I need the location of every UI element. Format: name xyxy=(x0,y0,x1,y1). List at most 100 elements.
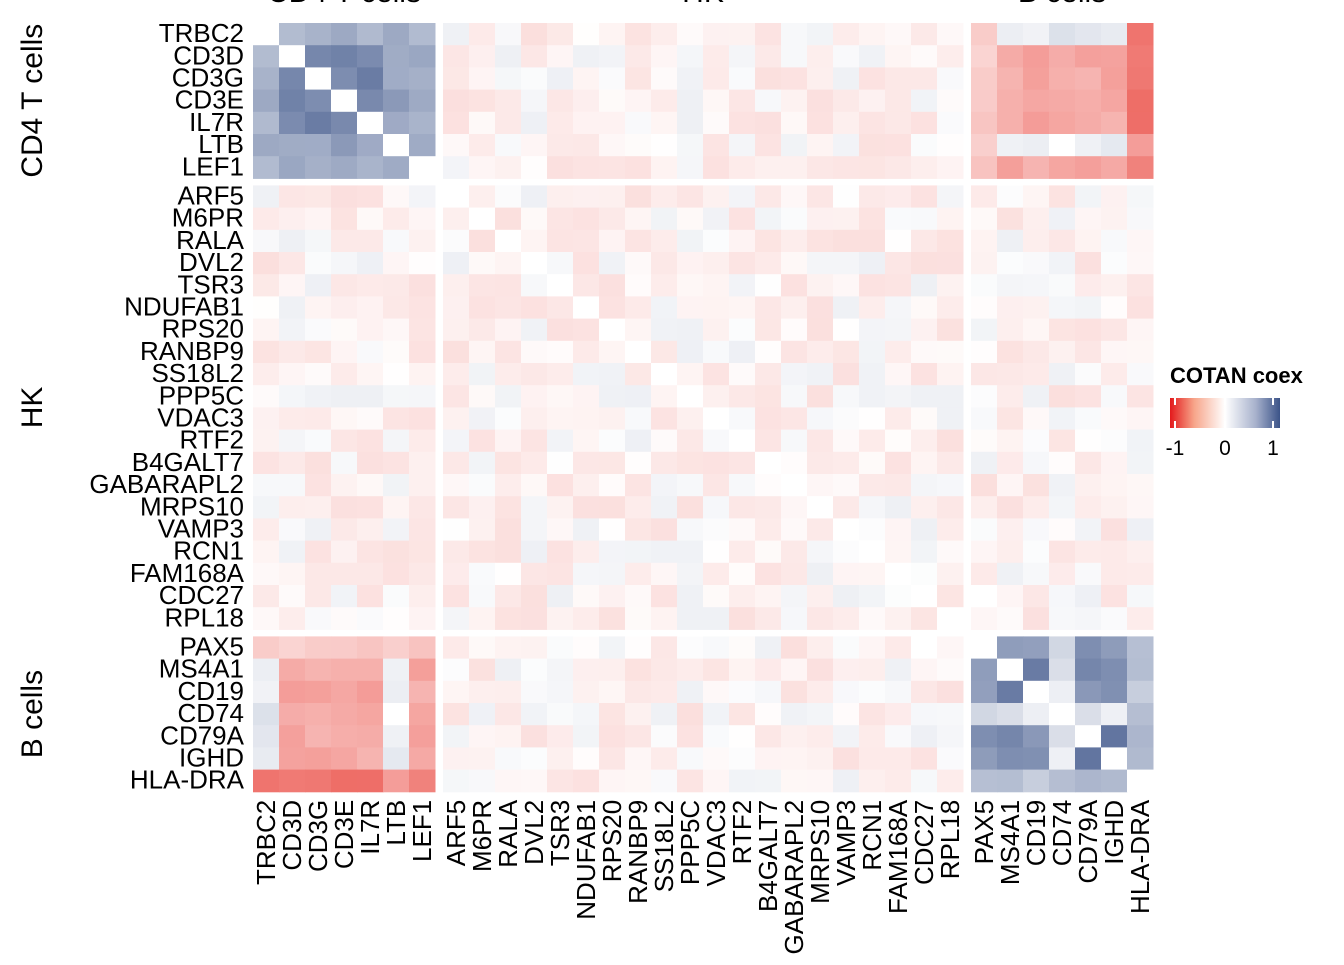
heatmap-cell xyxy=(1023,252,1050,275)
col-label: GABARAPL2 xyxy=(779,800,809,955)
heatmap-cells xyxy=(253,23,1154,793)
heatmap-cell xyxy=(357,769,384,793)
heatmap-cell xyxy=(1049,680,1076,704)
heatmap-cell xyxy=(729,474,756,497)
heatmap-cell xyxy=(521,496,548,519)
heatmap-cell xyxy=(1127,89,1154,113)
heatmap-cell xyxy=(469,658,496,682)
heatmap-cell xyxy=(305,518,332,542)
heatmap-cell xyxy=(331,252,358,275)
heatmap-cell xyxy=(755,585,782,608)
heatmap-cell xyxy=(1075,45,1102,68)
heatmap-cell xyxy=(383,45,410,68)
heatmap-cell xyxy=(357,747,384,771)
heatmap-cell xyxy=(859,585,886,608)
heatmap-cell xyxy=(971,585,998,608)
heatmap-cell xyxy=(885,658,912,682)
heatmap-cell xyxy=(599,185,626,209)
col-label: M6PR xyxy=(467,800,497,872)
heatmap-cell xyxy=(305,318,332,342)
heatmap-cell xyxy=(807,185,834,209)
heatmap-cell xyxy=(357,340,384,364)
heatmap-cell xyxy=(651,207,678,231)
heatmap-cell xyxy=(305,680,332,704)
heatmap-cell xyxy=(859,67,886,91)
heatmap-cell xyxy=(1049,296,1076,320)
heatmap-cell xyxy=(409,274,436,297)
heatmap-cell xyxy=(443,747,470,771)
col-label: ARF5 xyxy=(441,800,471,866)
heatmap-cell xyxy=(651,747,678,771)
legend-title: COTAN coex xyxy=(1170,363,1304,388)
heatmap-cell xyxy=(755,296,782,320)
heatmap-cell xyxy=(971,703,998,726)
heatmap-cell xyxy=(495,747,522,771)
heatmap-cell xyxy=(443,496,470,519)
heatmap-cell xyxy=(331,207,358,231)
heatmap-cell xyxy=(937,496,964,519)
heatmap-cell xyxy=(1023,23,1050,46)
row-label: TSR3 xyxy=(178,269,244,299)
heatmap-cell xyxy=(253,607,280,630)
heatmap-cell xyxy=(253,496,280,519)
heatmap-cell xyxy=(305,45,332,68)
heatmap-cell xyxy=(677,229,704,253)
col-label: PPP5C xyxy=(675,800,705,885)
heatmap-cell xyxy=(383,496,410,519)
heatmap-cell xyxy=(1023,562,1050,586)
heatmap-cell xyxy=(859,45,886,68)
heatmap-cell xyxy=(357,45,384,68)
heatmap-cell xyxy=(469,562,496,586)
heatmap-cell xyxy=(859,747,886,771)
heatmap-cell xyxy=(885,585,912,608)
heatmap-cell xyxy=(677,703,704,726)
heatmap-cell xyxy=(521,518,548,542)
heatmap-cell xyxy=(521,585,548,608)
heatmap-cell xyxy=(573,407,600,431)
heatmap-cell xyxy=(729,229,756,253)
heatmap-cell xyxy=(1049,747,1076,771)
col-label: IGHD xyxy=(1099,800,1129,865)
row-label: CD3E xyxy=(175,85,244,115)
heatmap-cell xyxy=(833,45,860,68)
heatmap-cell xyxy=(547,451,574,475)
heatmap-cell xyxy=(1049,252,1076,275)
heatmap-cell xyxy=(859,407,886,431)
heatmap-cell xyxy=(599,658,626,682)
heatmap-cell xyxy=(331,156,358,179)
heatmap-cell xyxy=(729,636,756,660)
heatmap-cell xyxy=(859,680,886,704)
heatmap-cell xyxy=(885,185,912,209)
heatmap-cell xyxy=(443,45,470,68)
heatmap-cell xyxy=(729,156,756,179)
heatmap-cell xyxy=(703,725,730,748)
heatmap-cell xyxy=(1075,318,1102,342)
heatmap-cell xyxy=(409,562,436,586)
heatmap-cell xyxy=(807,769,834,793)
heatmap-cell xyxy=(443,89,470,113)
heatmap-cell xyxy=(331,340,358,364)
heatmap-cell xyxy=(937,185,964,209)
heatmap-cell xyxy=(885,725,912,748)
heatmap-cell xyxy=(599,111,626,135)
heatmap-cell xyxy=(997,89,1024,113)
heatmap-cell xyxy=(1075,658,1102,682)
heatmap-cell xyxy=(1023,318,1050,342)
heatmap-cell xyxy=(1049,607,1076,630)
heatmap-cell xyxy=(331,318,358,342)
heatmap-cell xyxy=(651,540,678,564)
heatmap-cell xyxy=(279,156,306,179)
heatmap-cell xyxy=(997,274,1024,297)
heatmap-cell xyxy=(625,185,652,209)
heatmap-cell xyxy=(253,252,280,275)
heatmap-cell xyxy=(833,636,860,660)
heatmap-cell xyxy=(521,562,548,586)
heatmap-cell xyxy=(833,585,860,608)
heatmap-cell xyxy=(651,23,678,46)
heatmap-cell xyxy=(279,23,306,46)
heatmap-cell xyxy=(409,185,436,209)
heatmap-cell xyxy=(781,747,808,771)
heatmap-cell xyxy=(1049,769,1076,793)
heatmap-cell xyxy=(729,518,756,542)
row-label: NDUFAB1 xyxy=(124,292,244,322)
